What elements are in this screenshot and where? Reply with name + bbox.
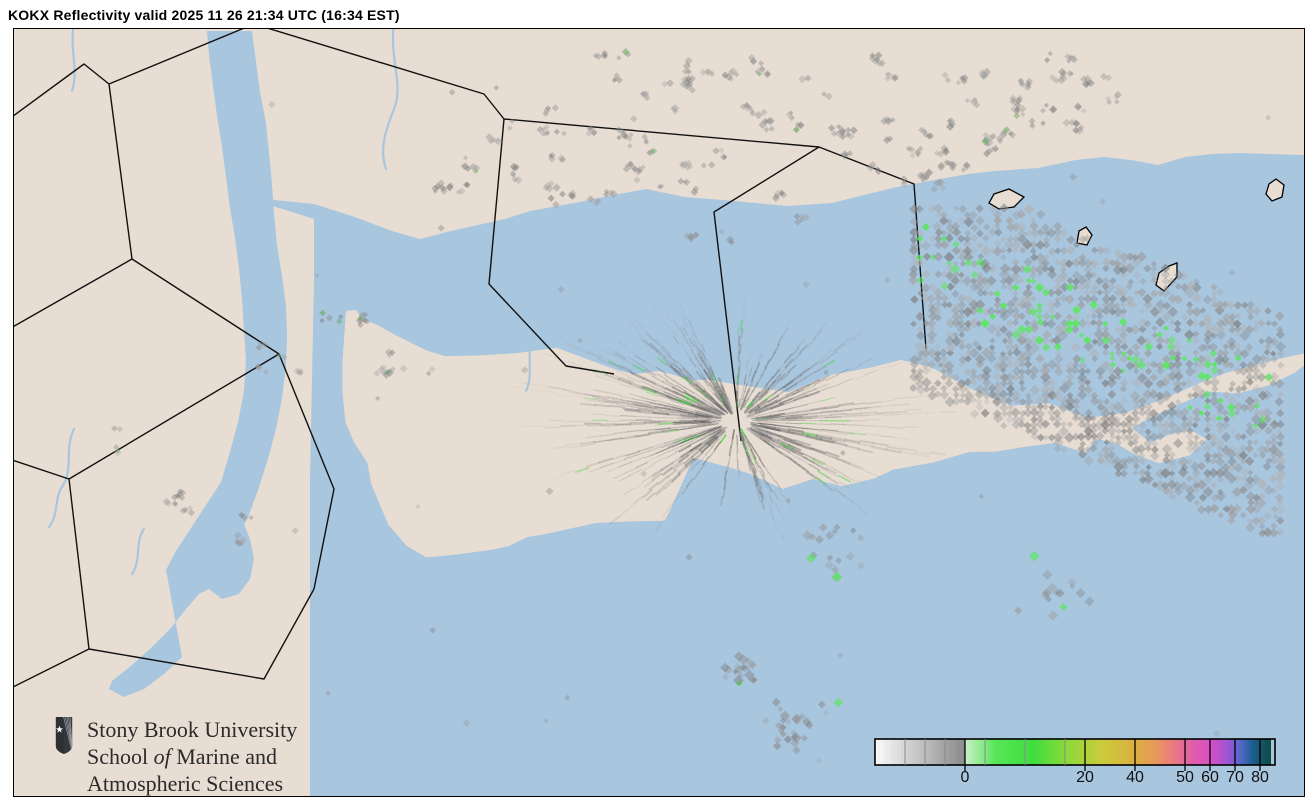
svg-text:70: 70 — [1226, 769, 1244, 782]
svg-text:50: 50 — [1176, 769, 1194, 782]
svg-text:60: 60 — [1201, 769, 1219, 782]
svg-text:0: 0 — [961, 769, 970, 782]
svg-text:80: 80 — [1251, 769, 1269, 782]
svg-text:40: 40 — [1126, 769, 1144, 782]
svg-text:20: 20 — [1076, 769, 1094, 782]
